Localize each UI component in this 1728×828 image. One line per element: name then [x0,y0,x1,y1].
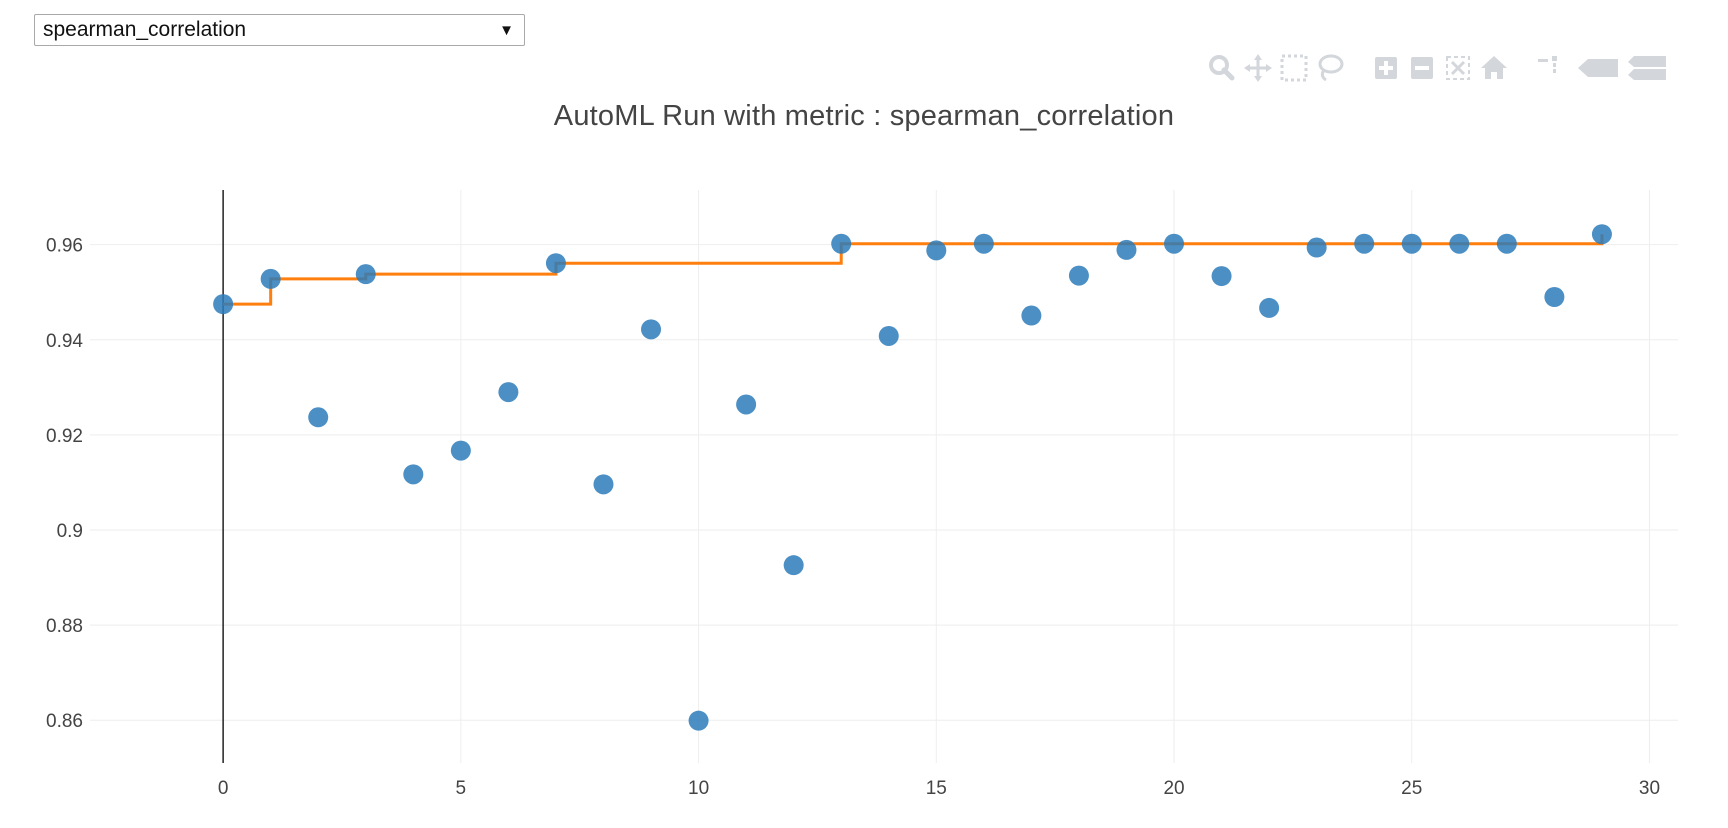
data-point[interactable] [498,382,519,403]
chevron-down-icon[interactable]: ▼ [499,21,514,39]
data-point[interactable] [593,474,614,495]
data-point[interactable] [688,710,709,731]
plot-modebar [1206,52,1702,84]
y-tick-label: 0.96 [46,236,83,257]
data-point[interactable] [213,294,234,315]
data-point[interactable] [783,555,804,576]
pan-icon[interactable] [1242,52,1274,84]
reset-axes-icon[interactable] [1478,52,1510,84]
x-tick-label: 25 [1401,778,1422,799]
data-point[interactable] [1211,266,1232,287]
data-point[interactable] [1021,305,1042,326]
hover-compare-icon[interactable] [1626,52,1670,84]
y-tick-label: 0.88 [46,616,83,637]
x-tick-label: 15 [926,778,947,799]
y-tick-label: 0.92 [46,426,83,447]
x-tick-label: 0 [218,778,229,799]
zoom-in-icon[interactable] [1370,52,1402,84]
data-point[interactable] [736,394,757,415]
lasso-select-icon[interactable] [1314,52,1346,84]
autoscale-icon[interactable] [1442,52,1474,84]
data-point[interactable] [878,325,899,346]
hover-closest-icon[interactable] [1576,52,1620,84]
data-point[interactable] [308,407,329,428]
data-point[interactable] [545,253,566,274]
data-point[interactable] [1116,239,1137,260]
data-point[interactable] [641,319,662,340]
x-tick-label: 5 [456,778,467,799]
data-point[interactable] [831,233,852,254]
zoom-out-icon[interactable] [1406,52,1438,84]
data-point[interactable] [926,240,947,261]
y-tick-label: 0.94 [46,331,83,352]
y-tick-label: 0.9 [57,521,83,542]
data-point[interactable] [1544,286,1565,307]
data-point[interactable] [260,268,281,289]
data-point[interactable] [355,264,376,285]
x-tick-label: 20 [1163,778,1184,799]
data-point[interactable] [403,464,424,485]
data-point[interactable] [1354,233,1375,254]
x-tick-label: 10 [688,778,709,799]
data-point[interactable] [1591,224,1612,245]
y-tick-label: 0.86 [46,711,83,732]
spike-lines-icon[interactable] [1532,52,1564,84]
data-point[interactable] [1401,233,1422,254]
data-point[interactable] [1496,233,1517,254]
metric-dropdown-value: spearman_correlation [43,18,247,41]
data-point[interactable] [1164,233,1185,254]
data-point[interactable] [450,440,471,461]
x-tick-label: 30 [1639,778,1660,799]
chart-title: AutoML Run with metric : spearman_correl… [553,100,1175,132]
metric-dropdown[interactable]: spearman_correlation ▼ [34,14,525,46]
data-point[interactable] [1449,233,1470,254]
data-point[interactable] [1259,297,1280,318]
data-point[interactable] [1306,237,1327,258]
zoom-icon[interactable] [1206,52,1238,84]
box-select-icon[interactable] [1278,52,1310,84]
data-point[interactable] [973,233,994,254]
data-point[interactable] [1068,265,1089,286]
